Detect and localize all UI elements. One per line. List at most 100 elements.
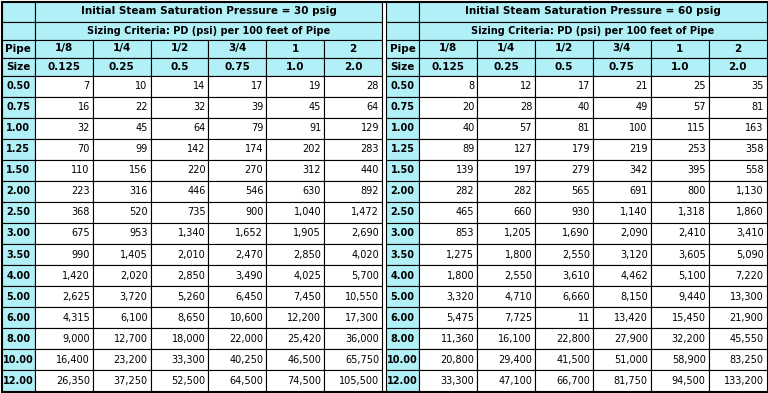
- Text: 17,300: 17,300: [345, 313, 379, 323]
- Text: 283: 283: [360, 144, 379, 154]
- Bar: [324, 40, 382, 57]
- Text: 115: 115: [687, 123, 706, 133]
- Bar: [419, 57, 478, 75]
- Text: 1: 1: [676, 44, 684, 53]
- Text: 40,250: 40,250: [230, 355, 263, 365]
- Text: 163: 163: [745, 123, 763, 133]
- Bar: [535, 118, 593, 139]
- Text: 0.75: 0.75: [609, 61, 635, 72]
- Bar: [650, 97, 709, 118]
- Text: 4.00: 4.00: [391, 271, 415, 281]
- Text: 1,205: 1,205: [505, 228, 532, 239]
- Text: 10,550: 10,550: [345, 292, 379, 302]
- Text: 1/4: 1/4: [113, 44, 131, 53]
- Text: 12: 12: [520, 81, 532, 91]
- Text: 675: 675: [71, 228, 90, 239]
- Bar: [386, 328, 419, 349]
- Text: 7,450: 7,450: [293, 292, 321, 302]
- Text: Size: Size: [6, 61, 31, 72]
- Text: 179: 179: [571, 144, 590, 154]
- Bar: [324, 307, 382, 328]
- Bar: [593, 97, 650, 118]
- Text: 1/2: 1/2: [170, 44, 189, 53]
- Bar: [266, 328, 324, 349]
- Bar: [93, 371, 151, 391]
- Bar: [386, 349, 419, 371]
- Bar: [419, 22, 766, 40]
- Bar: [266, 40, 324, 57]
- Text: 565: 565: [571, 186, 590, 196]
- Bar: [478, 160, 535, 181]
- Text: 6,100: 6,100: [120, 313, 147, 323]
- Text: 2,020: 2,020: [120, 271, 147, 281]
- Text: 223: 223: [71, 186, 90, 196]
- Bar: [419, 328, 478, 349]
- Bar: [151, 307, 208, 328]
- Text: 142: 142: [187, 144, 206, 154]
- Bar: [386, 371, 419, 391]
- Text: 20: 20: [462, 102, 475, 112]
- Bar: [324, 371, 382, 391]
- Text: 3,490: 3,490: [236, 271, 263, 281]
- Text: 1,318: 1,318: [678, 208, 706, 217]
- Text: 630: 630: [303, 186, 321, 196]
- Text: 58,900: 58,900: [672, 355, 706, 365]
- Bar: [650, 181, 709, 202]
- Bar: [35, 118, 93, 139]
- Text: Pipe: Pipe: [390, 44, 415, 53]
- Text: 64,500: 64,500: [230, 376, 263, 386]
- Bar: [709, 265, 766, 286]
- Bar: [478, 307, 535, 328]
- Bar: [478, 223, 535, 244]
- Text: 446: 446: [187, 186, 206, 196]
- Text: 1/4: 1/4: [497, 44, 515, 53]
- Bar: [208, 223, 266, 244]
- Bar: [650, 57, 709, 75]
- Bar: [208, 328, 266, 349]
- Text: 3,720: 3,720: [120, 292, 147, 302]
- Bar: [2, 2, 35, 22]
- Text: 2,470: 2,470: [236, 250, 263, 259]
- Bar: [535, 40, 593, 57]
- Bar: [535, 307, 593, 328]
- Bar: [35, 57, 93, 75]
- Bar: [419, 160, 478, 181]
- Text: 800: 800: [687, 186, 706, 196]
- Bar: [35, 40, 93, 57]
- Text: 358: 358: [745, 144, 763, 154]
- Text: 21,900: 21,900: [730, 313, 763, 323]
- Bar: [593, 265, 650, 286]
- Text: 3,410: 3,410: [736, 228, 763, 239]
- Text: 20,800: 20,800: [440, 355, 475, 365]
- Bar: [151, 223, 208, 244]
- Bar: [2, 307, 35, 328]
- Text: 0.25: 0.25: [493, 61, 519, 72]
- Text: Initial Steam Saturation Pressure = 60 psig: Initial Steam Saturation Pressure = 60 p…: [465, 7, 721, 17]
- Text: 40: 40: [462, 123, 475, 133]
- Text: 89: 89: [462, 144, 475, 154]
- Text: 4,020: 4,020: [351, 250, 379, 259]
- Text: 12.00: 12.00: [3, 376, 34, 386]
- Text: 5,090: 5,090: [736, 250, 763, 259]
- Text: 270: 270: [245, 165, 263, 175]
- Text: 0.75: 0.75: [391, 102, 415, 112]
- Bar: [93, 307, 151, 328]
- Text: 7,725: 7,725: [504, 313, 532, 323]
- Text: 6.00: 6.00: [6, 313, 30, 323]
- Bar: [35, 139, 93, 160]
- Bar: [208, 75, 266, 97]
- Text: 6,660: 6,660: [562, 292, 590, 302]
- Bar: [535, 223, 593, 244]
- Text: 133,200: 133,200: [723, 376, 763, 386]
- Text: 1,405: 1,405: [120, 250, 147, 259]
- Text: 25,420: 25,420: [287, 334, 321, 344]
- Bar: [593, 160, 650, 181]
- Bar: [266, 57, 324, 75]
- Bar: [478, 202, 535, 223]
- Text: 22,000: 22,000: [230, 334, 263, 344]
- Bar: [35, 349, 93, 371]
- Text: 6,450: 6,450: [236, 292, 263, 302]
- Bar: [324, 139, 382, 160]
- Text: 35: 35: [751, 81, 763, 91]
- Bar: [650, 286, 709, 307]
